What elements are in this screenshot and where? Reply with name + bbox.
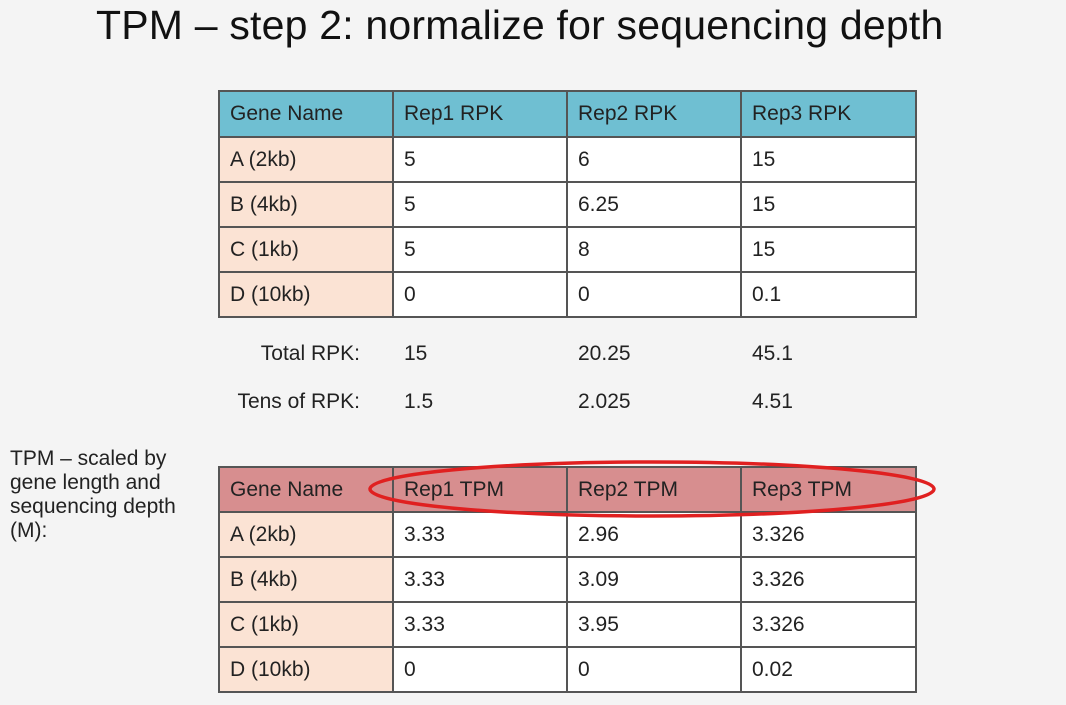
value-cell: 3.326 bbox=[740, 556, 917, 603]
value-cell: 15 bbox=[740, 226, 917, 273]
value-cell: 6 bbox=[566, 136, 742, 183]
header-rep3-tpm: Rep3 TPM bbox=[740, 466, 917, 513]
tens-rpk-row: Tens of RPK: 1.5 2.025 4.51 bbox=[200, 390, 900, 418]
value-cell: 3.326 bbox=[740, 511, 917, 558]
value-cell: 5 bbox=[392, 136, 568, 183]
gene-cell: D (10kb) bbox=[218, 271, 394, 318]
value-cell: 3.33 bbox=[392, 511, 568, 558]
tens-rpk-label: Tens of RPK: bbox=[237, 390, 360, 413]
value-cell: 15 bbox=[740, 181, 917, 228]
value-cell: 5 bbox=[392, 226, 568, 273]
value-cell: 3.09 bbox=[566, 556, 742, 603]
rpk-table: Gene Name Rep1 RPK Rep2 RPK Rep3 RPK A (… bbox=[218, 90, 917, 318]
gene-cell: A (2kb) bbox=[218, 511, 394, 558]
table-row: A (2kb) 5 6 15 bbox=[218, 136, 917, 183]
value-cell: 3.326 bbox=[740, 601, 917, 648]
value-cell: 3.33 bbox=[392, 601, 568, 648]
total-rpk-rep1: 15 bbox=[404, 342, 428, 365]
total-rpk-rep3: 45.1 bbox=[752, 342, 793, 365]
tpm-table: Gene Name Rep1 TPM Rep2 TPM Rep3 TPM A (… bbox=[218, 466, 917, 693]
value-cell: 3.95 bbox=[566, 601, 742, 648]
total-rpk-label: Total RPK: bbox=[260, 342, 360, 365]
table-row: D (10kb) 0 0 0.1 bbox=[218, 271, 917, 318]
gene-cell: D (10kb) bbox=[218, 646, 394, 693]
table-row: C (1kb) 5 8 15 bbox=[218, 226, 917, 273]
value-cell: 2.96 bbox=[566, 511, 742, 558]
header-rep1-rpk: Rep1 RPK bbox=[392, 90, 568, 138]
value-cell: 0 bbox=[392, 646, 568, 693]
header-gene-name: Gene Name bbox=[218, 90, 394, 138]
tens-rpk-rep2: 2.025 bbox=[578, 390, 631, 413]
value-cell: 8 bbox=[566, 226, 742, 273]
gene-cell: A (2kb) bbox=[218, 136, 394, 183]
value-cell: 0 bbox=[392, 271, 568, 318]
table-row: B (4kb) 5 6.25 15 bbox=[218, 181, 917, 228]
table-row: A (2kb) 3.33 2.96 3.326 bbox=[218, 511, 917, 558]
rpk-header-row: Gene Name Rep1 RPK Rep2 RPK Rep3 RPK bbox=[218, 90, 917, 138]
tens-rpk-rep3: 4.51 bbox=[752, 390, 793, 413]
value-cell: 0 bbox=[566, 646, 742, 693]
header-rep3-rpk: Rep3 RPK bbox=[740, 90, 917, 138]
header-gene-name: Gene Name bbox=[218, 466, 394, 513]
gene-cell: C (1kb) bbox=[218, 601, 394, 648]
value-cell: 3.33 bbox=[392, 556, 568, 603]
header-rep1-tpm: Rep1 TPM bbox=[392, 466, 568, 513]
slide-title: TPM – step 2: normalize for sequencing d… bbox=[96, 2, 944, 48]
header-rep2-rpk: Rep2 RPK bbox=[566, 90, 742, 138]
header-rep2-tpm: Rep2 TPM bbox=[566, 466, 742, 513]
value-cell: 6.25 bbox=[566, 181, 742, 228]
tpm-side-note: TPM – scaled by gene length and sequenci… bbox=[10, 447, 176, 542]
tens-rpk-rep1: 1.5 bbox=[404, 390, 434, 413]
value-cell: 0.02 bbox=[740, 646, 917, 693]
gene-cell: B (4kb) bbox=[218, 556, 394, 603]
table-row: D (10kb) 0 0 0.02 bbox=[218, 646, 917, 693]
table-row: C (1kb) 3.33 3.95 3.326 bbox=[218, 601, 917, 648]
value-cell: 0 bbox=[566, 271, 742, 318]
total-rpk-row: Total RPK: 15 20.25 45.1 bbox=[200, 342, 900, 370]
value-cell: 5 bbox=[392, 181, 568, 228]
gene-cell: C (1kb) bbox=[218, 226, 394, 273]
value-cell: 15 bbox=[740, 136, 917, 183]
table-row: B (4kb) 3.33 3.09 3.326 bbox=[218, 556, 917, 603]
value-cell: 0.1 bbox=[740, 271, 917, 318]
tpm-header-row: Gene Name Rep1 TPM Rep2 TPM Rep3 TPM bbox=[218, 466, 917, 513]
gene-cell: B (4kb) bbox=[218, 181, 394, 228]
total-rpk-rep2: 20.25 bbox=[578, 342, 631, 365]
